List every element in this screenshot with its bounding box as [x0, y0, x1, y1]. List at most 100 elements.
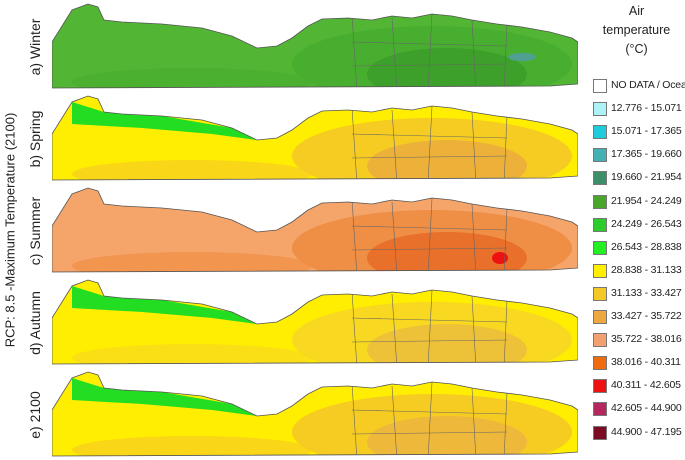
legend-label: 28.838 - 31.133 — [611, 263, 682, 276]
coastline-outline — [52, 3, 578, 89]
legend-label: 38.016 - 40.311 — [611, 356, 681, 369]
panel-label: b) Spring — [22, 94, 48, 184]
legend-swatch — [593, 379, 607, 394]
district-border — [471, 111, 477, 180]
legend-item: 35.722 - 38.016 — [593, 332, 685, 348]
panel-label-text: d) Autumn — [27, 291, 43, 355]
legend-swatch — [593, 148, 607, 163]
district-border — [391, 17, 398, 88]
map-zone-south — [72, 252, 312, 272]
district-border — [391, 293, 398, 364]
legend-item: 19.660 - 21.954 — [593, 170, 685, 186]
legend-item: 44.900 - 47.195 — [593, 425, 685, 441]
legend-swatch — [593, 425, 607, 440]
district-border — [391, 109, 398, 180]
legend-label: 42.605 - 44.900 — [611, 402, 682, 415]
green-coastal-band — [72, 286, 257, 324]
legend-swatch — [593, 333, 607, 348]
legend-item: 38.016 - 40.311 — [593, 355, 685, 371]
legend-swatch — [593, 310, 607, 324]
legend-item: 26.543 - 28.838 — [593, 240, 685, 256]
map-fill — [52, 280, 578, 364]
green-coastal-band — [72, 102, 257, 140]
legend-item: 15.071 - 17.365 — [593, 124, 685, 140]
map-panel: d) Autumn — [22, 278, 578, 368]
map-fill — [52, 96, 578, 180]
legend-label: 21.954 - 24.249 — [611, 194, 682, 207]
map-panel: a) Winter — [22, 2, 578, 92]
district-border — [351, 63, 508, 67]
map-fill — [52, 188, 578, 272]
district-border — [503, 115, 508, 180]
district-border — [351, 199, 358, 272]
temperature-map — [52, 371, 578, 457]
legend-swatch — [593, 102, 607, 117]
legend-swatch — [593, 217, 607, 232]
legend-label: 17.365 - 19.660 — [611, 148, 682, 161]
panel-label: c) Summer — [22, 186, 48, 276]
district-border — [427, 289, 433, 364]
map-zone-south — [72, 160, 312, 180]
green-coastal-band — [72, 378, 257, 416]
cool-patch — [508, 53, 536, 61]
legend-label: 44.900 - 47.195 — [611, 425, 682, 438]
coastline-outline — [52, 95, 578, 181]
panel-label: e) 2100 — [22, 370, 48, 460]
figure-y-title: RCP: 8.5 -Maximum Temperature (2100) — [0, 0, 20, 460]
legend-title-line: Air — [628, 4, 645, 18]
district-borders — [351, 197, 508, 272]
figure-y-title-text: RCP: 8.5 -Maximum Temperature (2100) — [2, 112, 18, 348]
district-border — [351, 247, 508, 251]
district-border — [351, 339, 508, 343]
legend-label: 33.427 - 35.722 — [611, 310, 682, 322]
district-border — [351, 291, 358, 364]
district-border — [427, 105, 433, 180]
map-panel: e) 2100 — [22, 370, 578, 460]
legend-title-line: (°C) — [625, 42, 648, 56]
map-panel: c) Summer — [22, 186, 578, 276]
legend-label: 26.543 - 28.838 — [611, 240, 682, 253]
district-border — [351, 15, 358, 88]
district-border — [351, 225, 508, 231]
temperature-map — [52, 3, 578, 89]
legend-item: 42.605 - 44.900 — [593, 401, 685, 417]
map-zone-south — [72, 436, 312, 456]
legend-item: 24.249 - 26.543 — [593, 217, 685, 233]
district-border — [471, 387, 477, 456]
map-panel: b) Spring — [22, 94, 578, 184]
district-border — [503, 207, 508, 272]
legend-swatch — [593, 402, 607, 417]
district-border — [391, 201, 398, 272]
district-border — [427, 381, 433, 456]
hotspot-marker — [492, 252, 508, 264]
panel-label: a) Winter — [22, 2, 48, 92]
legend-label: 40.311 - 42.605 — [611, 379, 681, 392]
legend-label: NO DATA / Ocean — [611, 79, 685, 91]
map-fill — [52, 372, 578, 456]
legend-swatch — [593, 79, 607, 93]
legend-item: 17.365 - 19.660 — [593, 147, 685, 163]
legend-swatch — [593, 263, 607, 278]
legend-swatch — [593, 286, 607, 301]
legend-swatch — [593, 125, 607, 140]
legend-label: 19.660 - 21.954 — [611, 171, 682, 184]
legend-label: 24.249 - 26.543 — [611, 217, 682, 230]
district-border — [427, 13, 433, 88]
legend-swatch — [593, 194, 607, 209]
temperature-map — [52, 187, 578, 273]
legend-item: NO DATA / Ocean — [593, 78, 685, 94]
district-borders — [351, 381, 508, 456]
district-border — [351, 409, 508, 415]
temperature-map — [52, 95, 578, 181]
map-zone-south — [72, 344, 312, 364]
panel-label-text: e) 2100 — [27, 391, 43, 439]
district-borders — [351, 13, 508, 88]
district-border — [351, 133, 508, 139]
legend-swatch — [593, 356, 607, 371]
district-border — [351, 107, 358, 180]
district-border — [351, 155, 508, 159]
coastline-outline — [52, 371, 578, 457]
district-border — [503, 391, 508, 456]
legend-label: 31.133 - 33.427 — [611, 286, 682, 299]
panel-label: d) Autumn — [22, 278, 48, 368]
